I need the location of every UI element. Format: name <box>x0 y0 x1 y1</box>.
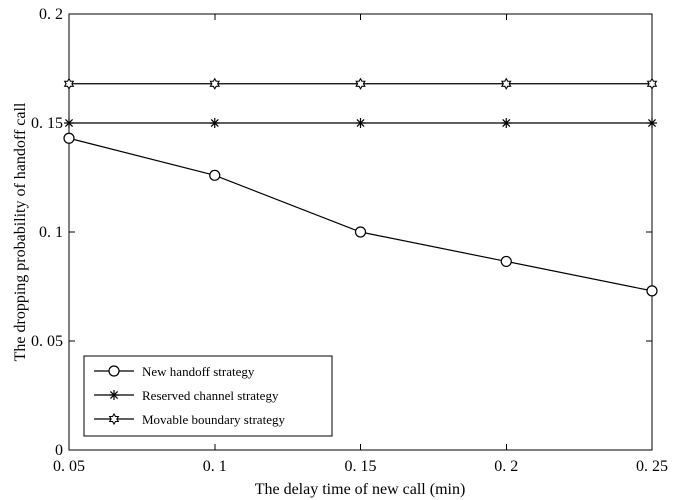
asterisk-stroke <box>647 118 657 128</box>
legend-box <box>83 355 333 437</box>
circle-marker <box>500 255 512 268</box>
data-series <box>63 132 658 297</box>
asterisk-marker <box>109 390 119 400</box>
x-axis-ticks: 0. 05 0. 1 0. 15 0. 2 0. 25 <box>53 14 668 475</box>
legend-label: Movable boundary strategy <box>142 412 285 427</box>
circle-marker <box>108 365 120 377</box>
x-tick-label: 0. 15 <box>345 458 377 475</box>
y-tick-label: 0 <box>55 442 63 459</box>
x-tick-label: 0. 2 <box>494 458 518 475</box>
x-tick-label: 0. 05 <box>53 458 85 475</box>
asterisk-marker <box>64 118 74 128</box>
y-axis-ticks: 0 0. 05 0. 1 0. 15 0. 2 <box>31 6 652 459</box>
legend-item: Reserved channel strategy <box>94 388 279 403</box>
circle-marker <box>354 226 367 238</box>
legend-item: New handoff strategy <box>94 364 255 379</box>
series-line <box>68 137 653 292</box>
x-axis-title: The delay time of new call (min) <box>255 481 466 498</box>
y-tick-label: 0. 2 <box>39 6 63 23</box>
asterisk-marker <box>355 118 366 128</box>
data-series <box>64 118 657 128</box>
y-tick-label: 0. 1 <box>39 224 63 241</box>
legend-label: New handoff strategy <box>142 364 255 379</box>
hexagram-marker <box>500 77 512 90</box>
asterisk-marker <box>209 118 220 128</box>
asterisk-marker <box>501 118 512 128</box>
legend-item: Movable boundary strategy <box>94 412 285 427</box>
asterisk-stroke <box>210 118 219 128</box>
asterisk-stroke <box>64 118 74 128</box>
hexagram-marker <box>63 77 75 90</box>
y-axis-title: The dropping probability of handoff call <box>12 102 29 361</box>
hexagram-marker <box>209 77 221 90</box>
asterisk-marker <box>647 118 657 128</box>
circle-marker <box>63 132 75 144</box>
x-tick-label: 0. 25 <box>636 458 668 475</box>
x-tick-label: 0. 1 <box>203 458 227 475</box>
data-series <box>63 77 658 90</box>
hexagram-marker <box>355 77 366 90</box>
y-tick-label: 0. 05 <box>31 333 63 350</box>
circle-marker <box>209 169 221 181</box>
legend: New handoff strategy Reserved channel str… <box>83 355 333 437</box>
circle-marker <box>646 285 658 297</box>
asterisk-stroke <box>502 118 511 128</box>
asterisk-stroke <box>356 118 365 128</box>
series-group <box>63 77 658 297</box>
legend-label: Reserved channel strategy <box>142 388 279 403</box>
asterisk-stroke <box>109 390 119 400</box>
y-tick-label: 0. 15 <box>31 115 63 132</box>
hexagram-marker <box>646 77 658 90</box>
hexagram-marker <box>108 412 120 426</box>
